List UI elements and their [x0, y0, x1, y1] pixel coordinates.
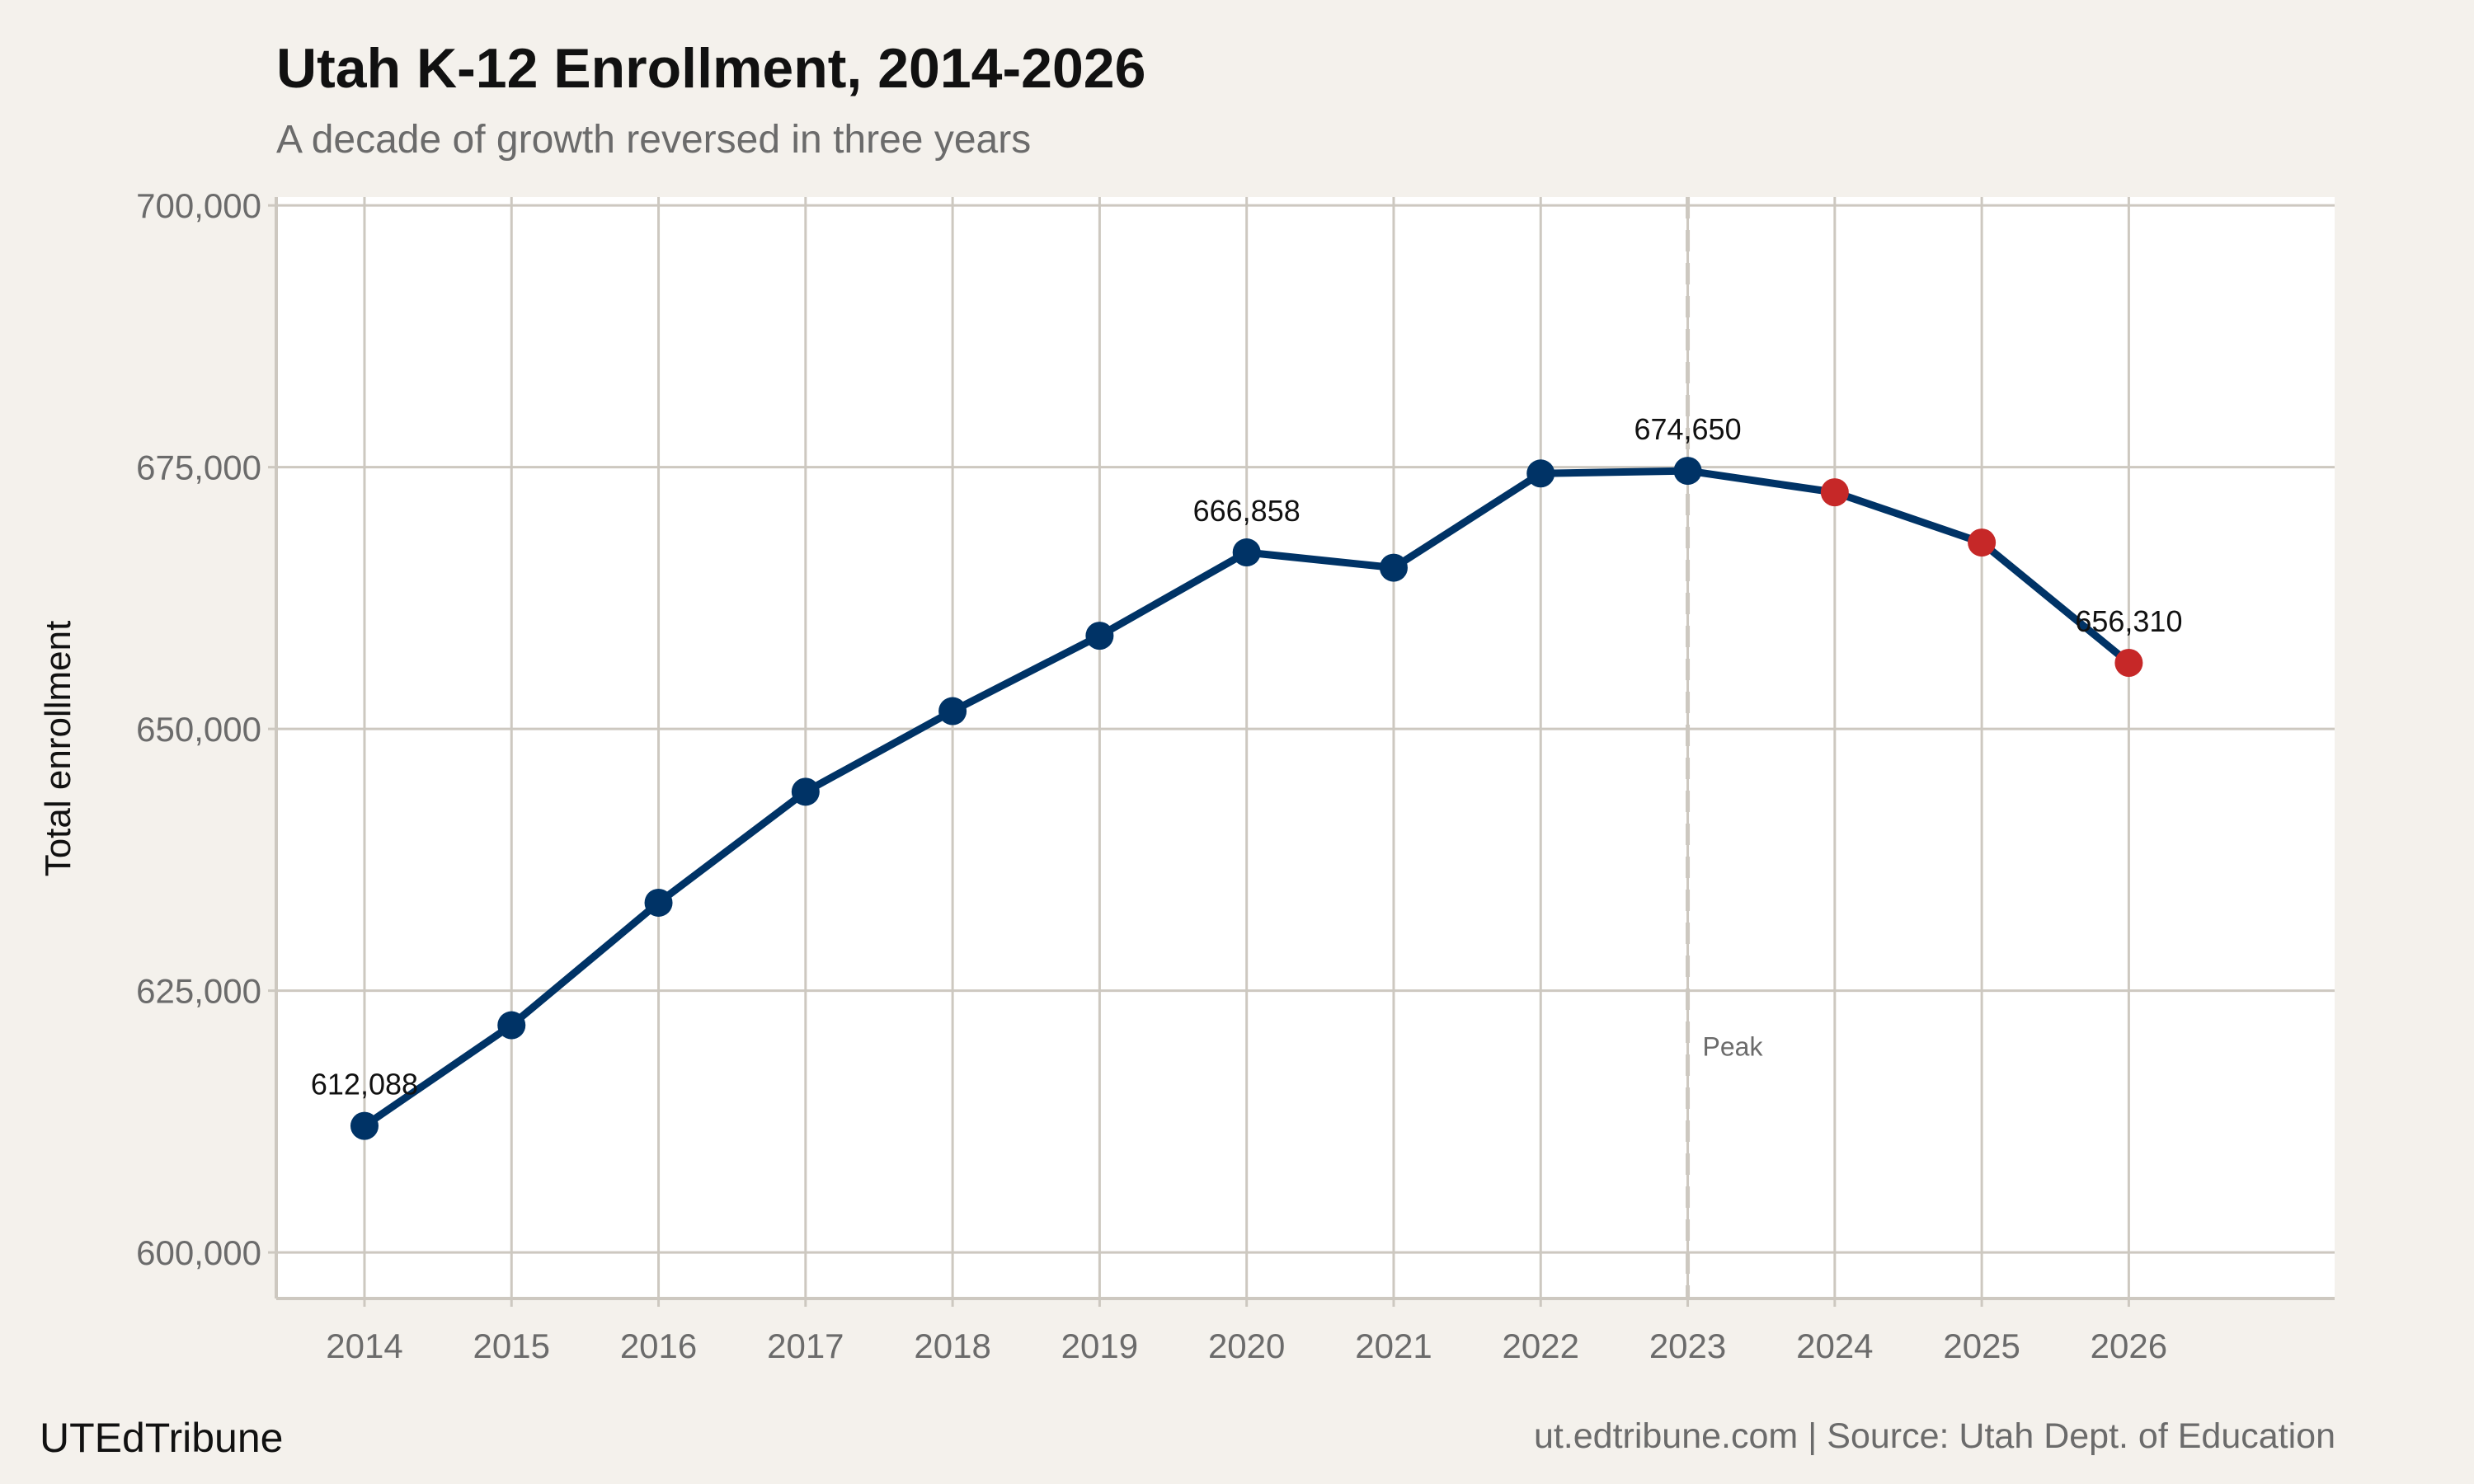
data-label-2014: 612,088: [311, 1068, 418, 1101]
data-point-2021: [1379, 553, 1408, 582]
data-point-2018: [938, 697, 967, 726]
x-tick-label: 2015: [473, 1327, 550, 1365]
y-tick-label: 675,000: [136, 448, 261, 487]
y-tick-label: 700,000: [136, 186, 261, 225]
x-tick-label: 2021: [1355, 1327, 1432, 1365]
data-point-2022: [1526, 459, 1555, 488]
y-tick-label: 625,000: [136, 972, 261, 1011]
data-point-2017: [791, 777, 820, 806]
data-point-2020: [1232, 538, 1261, 567]
x-tick-label: 2022: [1503, 1327, 1579, 1365]
y-tick-label: 650,000: [136, 710, 261, 749]
x-tick-label: 2023: [1649, 1327, 1726, 1365]
x-tick-label: 2024: [1796, 1327, 1873, 1365]
chart-title: Utah K-12 Enrollment, 2014-2026: [276, 37, 1146, 100]
data-point-2026: [2114, 649, 2143, 678]
data-point-2025: [1968, 528, 1997, 557]
brand-logo-text: UTEdTribune: [40, 1415, 284, 1461]
data-point-2019: [1085, 622, 1114, 650]
plot-panel: [276, 197, 2335, 1298]
x-tick-label: 2014: [326, 1327, 402, 1365]
x-tick-label: 2019: [1061, 1327, 1138, 1365]
x-tick-label: 2016: [620, 1327, 697, 1365]
data-point-2014: [350, 1111, 379, 1140]
data-point-2015: [497, 1011, 526, 1040]
source-caption: ut.edtribune.com | Source: Utah Dept. of…: [1533, 1416, 2335, 1456]
x-tick-label: 2026: [2091, 1327, 2167, 1365]
data-point-2024: [1820, 478, 1849, 507]
data-label-2023: 674,650: [1634, 412, 1741, 446]
chart-subtitle: A decade of growth reversed in three yea…: [276, 118, 1032, 162]
peak-annotation: Peak: [1703, 1031, 1764, 1061]
x-tick-label: 2018: [914, 1327, 990, 1365]
data-point-2023: [1673, 457, 1702, 486]
data-label-2026: 656,310: [2075, 604, 2182, 638]
x-tick-label: 2025: [1943, 1327, 2020, 1365]
x-tick-label: 2020: [1208, 1327, 1285, 1365]
y-tick-label: 600,000: [136, 1233, 261, 1272]
data-point-2016: [644, 888, 673, 917]
data-label-2020: 666,858: [1193, 494, 1300, 528]
x-tick-label: 2017: [767, 1327, 844, 1365]
